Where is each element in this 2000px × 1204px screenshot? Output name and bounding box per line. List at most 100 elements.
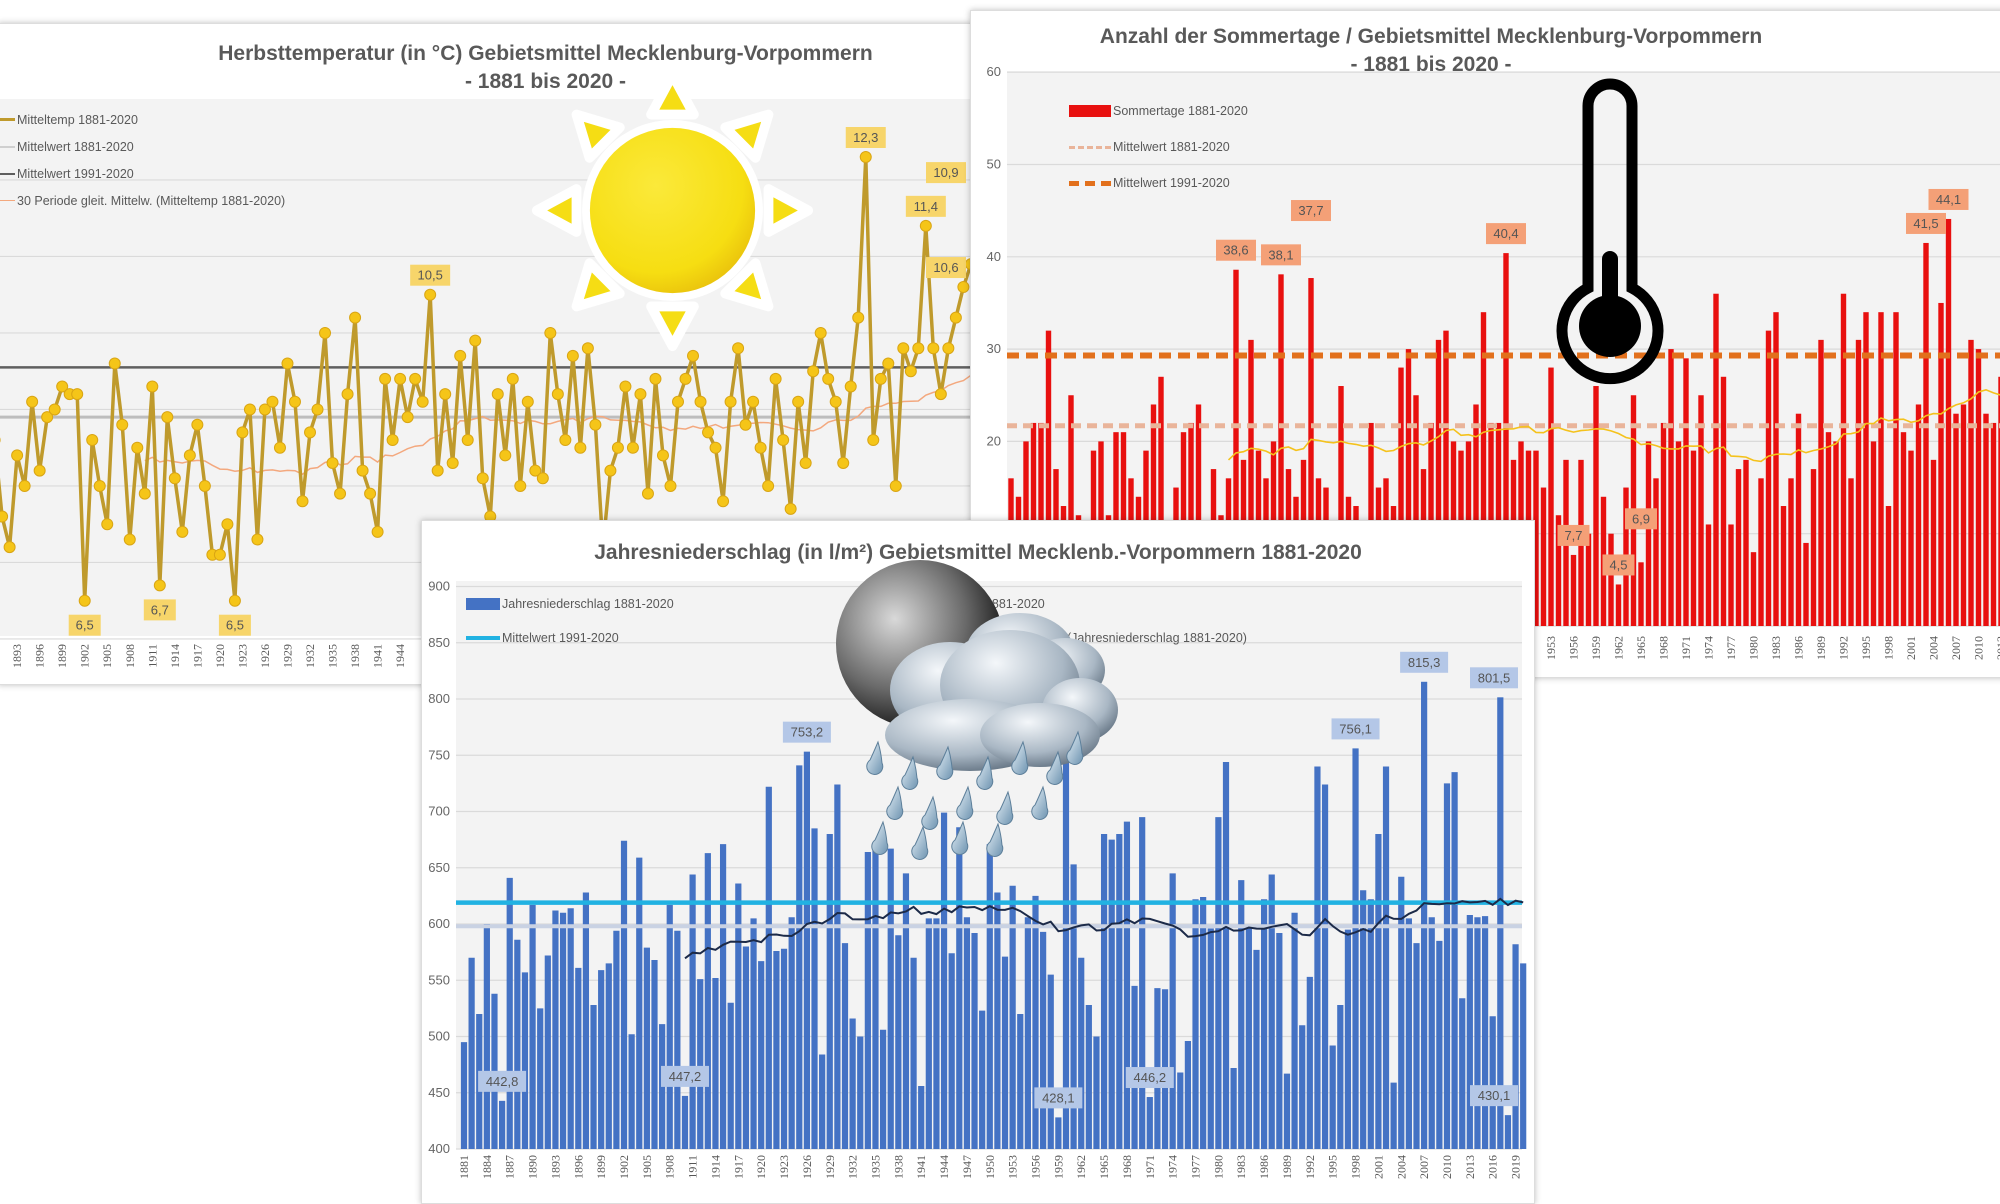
bar xyxy=(941,813,947,1149)
legend-swatch xyxy=(1069,181,1111,186)
bar xyxy=(1743,460,1748,626)
bar xyxy=(590,1005,596,1149)
data-label: 6,5 xyxy=(76,618,94,633)
data-label: 753,2 xyxy=(791,725,824,740)
bar xyxy=(1314,767,1320,1150)
x-tick-label: 1986 xyxy=(1792,636,1806,660)
bar xyxy=(1713,294,1718,626)
data-point xyxy=(312,404,323,415)
bar xyxy=(529,905,535,1149)
data-point xyxy=(417,396,428,407)
data-point xyxy=(868,435,879,446)
bar xyxy=(1025,917,1031,1149)
rain-drop xyxy=(987,824,1003,856)
x-tick-label: 1917 xyxy=(731,1155,745,1179)
bar xyxy=(1736,469,1741,626)
bar xyxy=(1452,772,1458,1149)
x-tick-label: 1902 xyxy=(78,644,92,668)
bar xyxy=(1856,340,1861,626)
legend-swatch xyxy=(0,200,15,201)
data-point xyxy=(229,595,240,606)
data-point xyxy=(267,396,278,407)
bar xyxy=(956,827,962,1149)
bar xyxy=(1541,488,1546,626)
data-point xyxy=(214,549,225,560)
bar xyxy=(682,1096,688,1149)
data-label: 10,9 xyxy=(933,165,958,180)
bar xyxy=(583,893,589,1150)
x-tick-label: 2004 xyxy=(1394,1155,1408,1179)
bar xyxy=(1946,219,1951,626)
bar xyxy=(1751,552,1756,626)
bar xyxy=(1406,918,1412,1149)
bar xyxy=(1048,975,1054,1149)
data-point xyxy=(132,442,143,453)
sun-ray xyxy=(651,306,694,346)
data-point xyxy=(695,396,706,407)
data-point xyxy=(12,450,23,461)
data-point xyxy=(883,358,894,369)
bar xyxy=(1421,682,1427,1149)
x-tick-label: 1953 xyxy=(1006,1155,1020,1179)
sun-ray xyxy=(537,189,577,232)
title-line: Anzahl der Sommertage / Gebietsmittel Me… xyxy=(971,23,1891,51)
rain-drop xyxy=(997,792,1013,824)
legend: Sommertage 1881-2020 Mittelwert 1881-202… xyxy=(1069,93,1248,201)
sun-ray xyxy=(651,75,694,115)
x-tick-label: 1914 xyxy=(708,1155,722,1179)
data-point xyxy=(387,435,398,446)
x-tick-label: 1905 xyxy=(100,644,114,668)
data-point xyxy=(650,373,661,384)
bar xyxy=(1512,944,1518,1149)
data-point xyxy=(357,465,368,476)
x-tick-label: 1995 xyxy=(1326,1155,1340,1179)
bar xyxy=(507,878,513,1149)
y-tick-label: 500 xyxy=(428,1029,450,1044)
legend-label: Mittelwert 1991-2020 xyxy=(17,167,134,181)
data-point xyxy=(447,458,458,469)
bar xyxy=(1017,1014,1023,1149)
bar xyxy=(674,931,680,1149)
x-tick-label: 1950 xyxy=(983,1155,997,1179)
x-tick-label: 1920 xyxy=(213,644,227,668)
data-point xyxy=(477,473,488,484)
data-point xyxy=(575,442,586,453)
bar xyxy=(1593,386,1598,626)
bar xyxy=(1109,840,1115,1149)
data-point xyxy=(515,480,526,491)
legend-item: Mitteltemp 1881-2020 xyxy=(0,106,285,133)
bar xyxy=(1571,555,1576,626)
bar xyxy=(552,911,558,1150)
x-tick-label: 1896 xyxy=(571,1155,585,1179)
bar xyxy=(1638,562,1643,626)
data-point xyxy=(673,396,684,407)
bar xyxy=(1040,932,1046,1149)
x-tick-label: 2004 xyxy=(1927,636,1941,660)
bar xyxy=(1668,349,1673,626)
legend-swatch xyxy=(1069,105,1111,117)
bar xyxy=(1961,404,1966,626)
data-point xyxy=(34,465,45,476)
x-tick-label: 1968 xyxy=(1657,636,1671,660)
data-label: 6,5 xyxy=(226,618,244,633)
x-tick-label: 2010 xyxy=(1440,1155,1454,1179)
data-label: 756,1 xyxy=(1339,721,1372,736)
x-tick-label: 1899 xyxy=(55,644,69,668)
bar xyxy=(1352,748,1358,1149)
bar xyxy=(1781,506,1786,626)
data-point xyxy=(147,381,158,392)
legend-item: Sommertage 1881-2020 xyxy=(1069,93,1248,129)
data-point xyxy=(763,480,774,491)
x-tick-label: 2001 xyxy=(1904,636,1918,660)
x-tick-label: 1929 xyxy=(823,1155,837,1179)
legend-item: Mittelwert 1991-2020 xyxy=(466,621,674,655)
data-label: 10,5 xyxy=(418,268,443,283)
bar xyxy=(613,931,619,1149)
x-tick-label: 1911 xyxy=(686,1155,700,1179)
bar xyxy=(1269,875,1275,1150)
x-tick-label: 1968 xyxy=(1120,1155,1134,1179)
data-point xyxy=(4,542,15,553)
x-tick-label: 1920 xyxy=(754,1155,768,1179)
data-point xyxy=(440,389,451,400)
bar xyxy=(811,828,817,1149)
